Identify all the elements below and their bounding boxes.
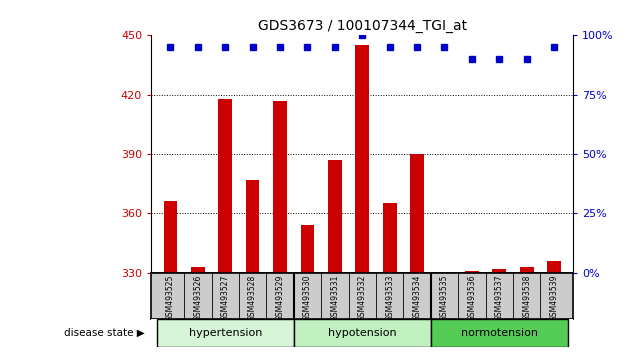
Bar xyxy=(328,160,341,273)
Text: GSM493538: GSM493538 xyxy=(522,275,531,321)
Bar xyxy=(164,201,177,273)
Text: GSM493526: GSM493526 xyxy=(193,275,202,321)
Bar xyxy=(355,45,369,273)
Bar xyxy=(431,319,568,347)
Text: GSM493528: GSM493528 xyxy=(248,275,257,321)
Text: GSM493539: GSM493539 xyxy=(549,275,559,321)
Bar xyxy=(294,319,431,347)
Text: normotension: normotension xyxy=(461,328,538,338)
Bar xyxy=(191,267,205,273)
Text: GSM493535: GSM493535 xyxy=(440,275,449,321)
Bar xyxy=(520,267,534,273)
Bar xyxy=(301,225,314,273)
Text: GSM493531: GSM493531 xyxy=(330,275,340,321)
Title: GDS3673 / 100107344_TGI_at: GDS3673 / 100107344_TGI_at xyxy=(258,19,467,33)
Bar xyxy=(219,99,232,273)
Bar xyxy=(383,204,396,273)
Text: GSM493537: GSM493537 xyxy=(495,275,504,321)
Text: GSM493527: GSM493527 xyxy=(220,275,230,321)
Text: GSM493534: GSM493534 xyxy=(413,275,421,321)
Text: hypotension: hypotension xyxy=(328,328,396,338)
Text: GSM493529: GSM493529 xyxy=(275,275,285,321)
Bar xyxy=(465,270,479,273)
Bar xyxy=(246,180,260,273)
Bar xyxy=(493,269,506,273)
Bar xyxy=(157,319,294,347)
Text: disease state ▶: disease state ▶ xyxy=(64,328,145,338)
Text: hypertension: hypertension xyxy=(188,328,262,338)
Bar xyxy=(547,261,561,273)
Text: GSM493536: GSM493536 xyxy=(467,275,476,321)
Bar xyxy=(273,101,287,273)
Text: GSM493533: GSM493533 xyxy=(385,275,394,321)
Bar xyxy=(410,154,424,273)
Text: GSM493525: GSM493525 xyxy=(166,275,175,321)
Text: GSM493532: GSM493532 xyxy=(358,275,367,321)
Text: GSM493530: GSM493530 xyxy=(303,275,312,321)
